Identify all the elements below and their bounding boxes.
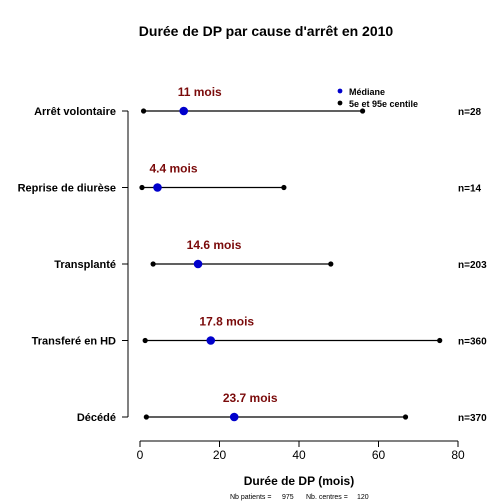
footnote-patients-label: Nb patients =: [230, 494, 271, 501]
y-tick-label: Reprise de diurèse: [18, 183, 116, 195]
y-tick-label: Transferé en HD: [32, 336, 116, 348]
y-tick-label: Transplanté: [54, 259, 116, 271]
legend-percentile-label: 5e et 95e centile: [349, 99, 418, 109]
p5-point: [150, 261, 156, 267]
n-label: n=28: [458, 107, 482, 118]
p95-point: [328, 261, 334, 267]
x-axis: 0 20 40 60 80: [137, 440, 465, 462]
interval-group: 17.8 mois n=360: [142, 315, 487, 348]
p95-point: [360, 108, 366, 114]
x-tick-label: 80: [451, 448, 465, 462]
n-label: n=360: [458, 337, 487, 348]
median-point: [229, 412, 239, 422]
median-point: [153, 183, 162, 192]
median-label: 14.6 mois: [187, 238, 242, 252]
median-point: [193, 259, 203, 269]
legend: Médiane 5e et 95e centile: [337, 87, 418, 109]
p95-point: [281, 184, 287, 191]
legend-median-label: Médiane: [349, 87, 385, 97]
y-tick-label: Arrêt volontaire: [34, 106, 116, 118]
interval-group: 14.6 mois n=203: [150, 238, 487, 271]
interval-group: 11 mois n=28: [140, 85, 482, 118]
footnote: Nb patients = 975 Nb. centres = 120: [230, 494, 369, 501]
x-tick-label: 60: [372, 448, 386, 462]
median-point: [179, 106, 189, 116]
legend-percentile-marker: [337, 100, 343, 106]
p5-point: [142, 337, 148, 344]
n-label: n=203: [458, 260, 487, 271]
x-tick-label: 20: [213, 448, 227, 462]
n-label: n=370: [458, 413, 487, 424]
median-label: 23.7 mois: [223, 391, 278, 405]
chart-title: Durée de DP par cause d'arrêt en 2010: [139, 23, 394, 39]
y-tick-label: Décédé: [77, 412, 116, 424]
footnote-centres-label: Nb. centres =: [306, 494, 348, 501]
median-label: 4.4 mois: [149, 162, 197, 176]
p5-point: [140, 108, 147, 114]
p5-point: [143, 414, 149, 420]
interval-group: 4.4 mois n=14: [139, 162, 482, 195]
median-label: 17.8 mois: [199, 315, 254, 329]
median-point: [206, 336, 216, 345]
x-tick-label: 0: [137, 448, 144, 462]
interval-group: 23.7 mois n=370: [143, 391, 487, 424]
n-label: n=14: [458, 184, 482, 195]
x-axis-title: Durée de DP (mois): [244, 474, 354, 488]
p95-point: [437, 337, 443, 344]
p5-point: [139, 184, 145, 191]
footnote-centres-value: 120: [357, 494, 369, 501]
median-label: 11 mois: [178, 85, 222, 99]
legend-median-marker: [337, 88, 343, 94]
footnote-patients-value: 975: [282, 494, 294, 501]
p95-point: [402, 414, 409, 420]
chart-marks: 11 mois n=28 4.4 mois n=14 14.6 mois n=203 17.…: [139, 85, 487, 424]
y-axis: Arrêt volontaire Reprise de diurèse Transp…: [18, 106, 129, 424]
x-tick-label: 40: [292, 448, 306, 462]
